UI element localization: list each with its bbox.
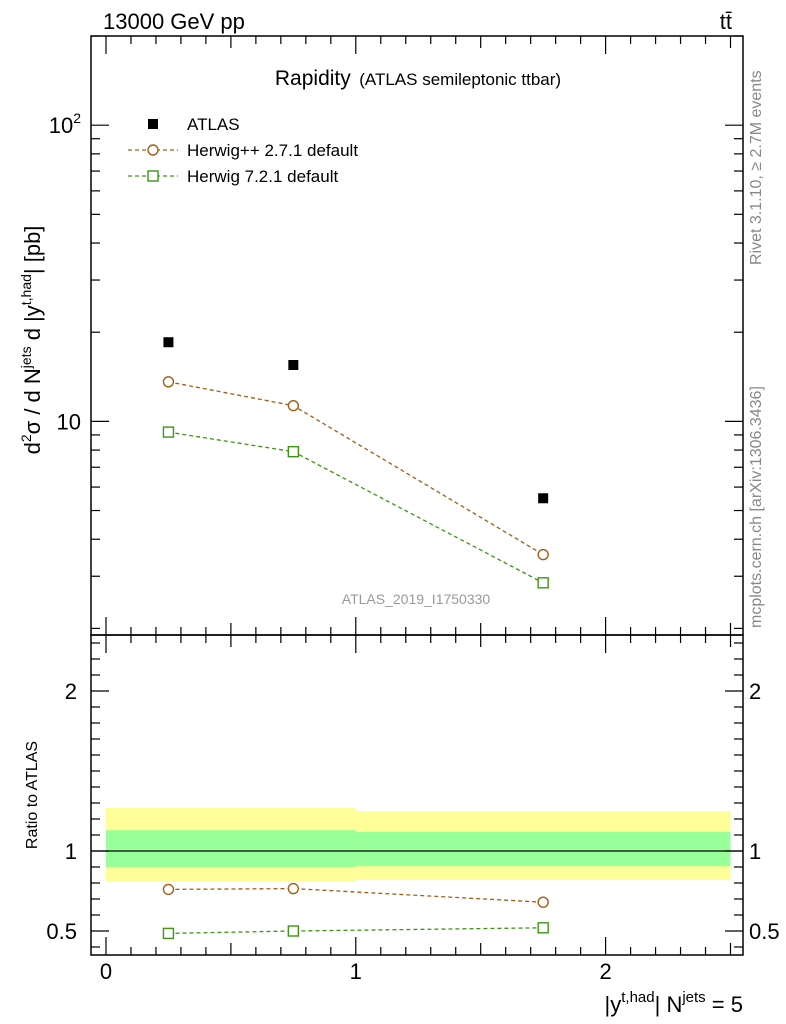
x-tick-label: 0 bbox=[100, 959, 112, 984]
chart-title: Rapidity (ATLAS semileptonic ttbar) bbox=[275, 67, 561, 90]
chart-title-main: Rapidity bbox=[275, 67, 351, 90]
ratio-inner-band bbox=[355, 831, 731, 867]
x-axis-label-part: | N bbox=[655, 992, 683, 1017]
main-y-axis-label-part: | [pb] bbox=[20, 226, 45, 275]
x-axis-label-part: = 5 bbox=[706, 992, 743, 1017]
main-y-axis-label-part: jets bbox=[18, 346, 34, 369]
atlas-data-point bbox=[163, 337, 174, 348]
x-axis-label-part: t,had bbox=[621, 989, 654, 1006]
atlas-data-point bbox=[288, 359, 299, 370]
main-series-line-1 bbox=[168, 381, 544, 556]
herwig7-point bbox=[162, 426, 175, 438]
main-series-line-2 bbox=[168, 431, 544, 584]
main-y-axis-label-part: d |y bbox=[20, 305, 45, 346]
legend-herwig7-marker bbox=[147, 170, 159, 182]
ratio-y-tick-label: 0.5 bbox=[46, 919, 77, 944]
legend-atlas-marker bbox=[148, 119, 158, 129]
ratio-y-tick-label: 2 bbox=[65, 679, 77, 704]
x-axis-label-part: |y bbox=[605, 992, 622, 1017]
herwigpp-point bbox=[537, 548, 549, 561]
main-y-tick-label-100-exp: 2 bbox=[73, 110, 81, 126]
mcplots-source-label: mcplots.cern.ch [arXiv:1306.3436] bbox=[748, 386, 765, 628]
ratio-panel-axes: 0.5 0.5 1 1 2 2 0 1 2 bbox=[46, 634, 780, 984]
herwigpp-point bbox=[162, 376, 175, 388]
main-panel-series-lines bbox=[168, 381, 544, 584]
ratio-series-lines bbox=[168, 887, 544, 935]
ratio-herwigpp-point bbox=[287, 882, 300, 895]
legend-label-1: Herwig++ 2.7.1 default bbox=[187, 141, 358, 160]
main-y-axis-label-part: σ / d N bbox=[20, 368, 45, 434]
process-label: 13000 GeV pp bbox=[103, 9, 245, 34]
ratio-y-tick-label-right: 0.5 bbox=[749, 919, 780, 944]
ratio-y-tick-label: 1 bbox=[65, 839, 77, 864]
herwig7-point bbox=[287, 445, 300, 458]
ratio-series-line-0 bbox=[168, 887, 544, 903]
main-y-axis-label: d2σ / d Njets d |yt,had| [pb] bbox=[18, 226, 45, 455]
main-y-axis-label-part: t,had bbox=[18, 274, 34, 305]
x-tick-label: 2 bbox=[599, 959, 611, 984]
main-y-axis-label-part: 2 bbox=[18, 434, 34, 442]
ratio-series-line-1 bbox=[168, 927, 544, 935]
atlas-data-point bbox=[538, 493, 549, 504]
x-axis-label-part: jets bbox=[681, 989, 705, 1006]
ratio-frame bbox=[90, 634, 744, 956]
analysis-id-label: ATLAS_2019_I1750330 bbox=[342, 591, 491, 607]
main-y-axis-label-part: d bbox=[20, 442, 45, 454]
ratio-uncertainty-bands bbox=[91, 807, 743, 882]
herwigpp-point bbox=[287, 399, 300, 412]
main-y-tick-label-100-base: 10 bbox=[49, 113, 73, 138]
main-y-tick-label-10: 10 bbox=[57, 409, 81, 434]
ratio-herwig7-point bbox=[537, 922, 549, 934]
ratio-y-tick-label-right: 1 bbox=[749, 839, 761, 864]
legend-label-0: ATLAS bbox=[187, 115, 240, 134]
main-y-tick-label-100: 102 bbox=[49, 110, 81, 138]
ratio-y-axis-label: Ratio to ATLAS bbox=[24, 741, 41, 849]
herwig7-point bbox=[537, 577, 549, 589]
main-panel-markers bbox=[162, 337, 549, 589]
ratio-herwigpp-point bbox=[162, 883, 175, 896]
chart-subtitle: (ATLAS semileptonic ttbar) bbox=[359, 70, 561, 89]
ratio-herwigpp-point bbox=[537, 896, 549, 908]
x-axis-label: |yt,had| Njets = 5 bbox=[605, 989, 743, 1017]
legend: ATLAS Herwig++ 2.7.1 default Herwig 7.2.1 … bbox=[128, 115, 358, 186]
legend-label-2: Herwig 7.2.1 default bbox=[187, 167, 338, 186]
rivet-version-label: Rivet 3.1.10, ≥ 2.7M events bbox=[748, 70, 765, 265]
ratio-herwig7-point bbox=[287, 925, 300, 937]
legend-herwigpp-marker bbox=[147, 144, 159, 156]
ratio-herwig7-point bbox=[162, 927, 175, 940]
ratio-markers bbox=[162, 882, 549, 940]
final-state-label: tt̄ bbox=[720, 9, 732, 34]
ratio-inner-band bbox=[105, 830, 356, 867]
ratio-y-tick-label-right: 2 bbox=[749, 679, 761, 704]
x-tick-label: 1 bbox=[350, 959, 362, 984]
